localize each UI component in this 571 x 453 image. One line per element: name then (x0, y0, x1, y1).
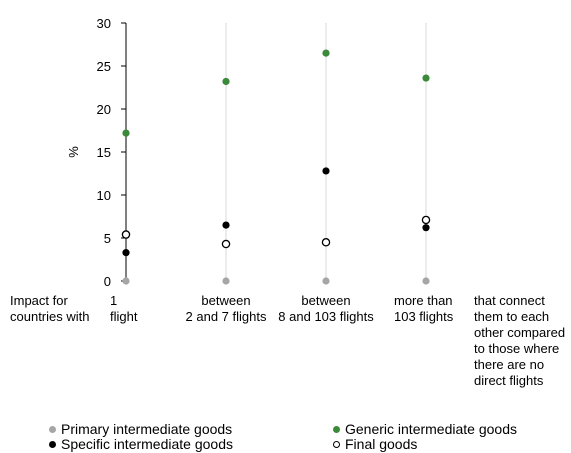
y-tick-label-4: 20 (97, 102, 111, 117)
point-final-goods-1 (221, 239, 231, 249)
x-category-label-3-line-1: 103 flights (394, 309, 454, 324)
point-generic-intermediate-goods-0 (122, 129, 130, 137)
point-specific-intermediate-goods-3 (422, 224, 430, 232)
legend-item-generic: Generic intermediate goods (333, 421, 517, 437)
point-final-goods-2 (321, 238, 331, 247)
x-category-label-1-line-0: between (201, 293, 250, 308)
point-specific-intermediate-goods-1 (222, 221, 230, 229)
y-tick-label-1: 5 (104, 231, 111, 246)
x-label-suffix-line-3: to those where (474, 341, 559, 356)
point-generic-intermediate-goods-2 (322, 49, 330, 57)
data-points (121, 49, 431, 285)
y-tick-label-2: 10 (97, 188, 111, 203)
point-primary-intermediate-goods-0 (122, 277, 130, 285)
x-category-label-2-line-1: 8 and 103 flights (278, 309, 374, 324)
point-specific-intermediate-goods-2 (322, 167, 330, 175)
legend-label-primary: Primary intermediate goods (61, 421, 233, 437)
x-category-label-2-line-0: between (301, 293, 350, 308)
x-label-suffix-line-2: other compared (474, 325, 565, 340)
y-tick-label-5: 25 (97, 59, 111, 74)
y-axis: 0 5 10 15 20 25 30% (66, 16, 127, 289)
y-axis-title: % (66, 146, 81, 158)
legend-label-specific: Specific intermediate goods (61, 436, 233, 452)
y-tick-label-3: 15 (97, 145, 111, 160)
x-label-suffix-line-0: that connect (474, 293, 545, 308)
x-label-prefix-line-0: Impact for (10, 293, 68, 308)
x-category-label-1-line-1: 2 and 7 flights (186, 309, 267, 324)
y-tick-label-0: 0 (104, 274, 111, 289)
legend-marker-specific (49, 441, 56, 448)
legend-label-generic: Generic intermediate goods (345, 421, 517, 437)
x-category-label-0-line-1: flight (110, 309, 138, 324)
x-category-label-3-line-0: more than (394, 293, 453, 308)
x-label-prefix-line-1: countries with (10, 309, 89, 324)
legend-marker-primary (49, 426, 56, 433)
x-label-suffix-line-1: them to each (474, 309, 549, 324)
x-label-suffix-line-5: direct flights (474, 373, 544, 388)
legend-marker-generic (333, 426, 340, 433)
point-generic-intermediate-goods-1 (222, 77, 230, 86)
point-generic-intermediate-goods-3 (422, 74, 430, 82)
x-label-suffix-line-4: there are no (474, 357, 544, 372)
legend-label-final: Final goods (345, 436, 418, 452)
y-tick-label-6: 30 (97, 16, 111, 31)
legend-item-primary: Primary intermediate goods (49, 421, 232, 437)
legend-item-specific: Specific intermediate goods (49, 436, 233, 452)
point-primary-intermediate-goods-2 (322, 277, 330, 285)
category-gridlines (225, 23, 427, 281)
x-category-label-0-line-0: 1 (110, 293, 117, 308)
point-primary-intermediate-goods-1 (222, 277, 230, 285)
point-final-goods-3 (421, 215, 431, 225)
legend-marker-final (333, 441, 340, 448)
point-final-goods-0 (121, 230, 131, 239)
point-specific-intermediate-goods-0 (122, 249, 130, 257)
point-primary-intermediate-goods-3 (422, 277, 430, 285)
legend-item-final: Final goods (333, 436, 417, 452)
